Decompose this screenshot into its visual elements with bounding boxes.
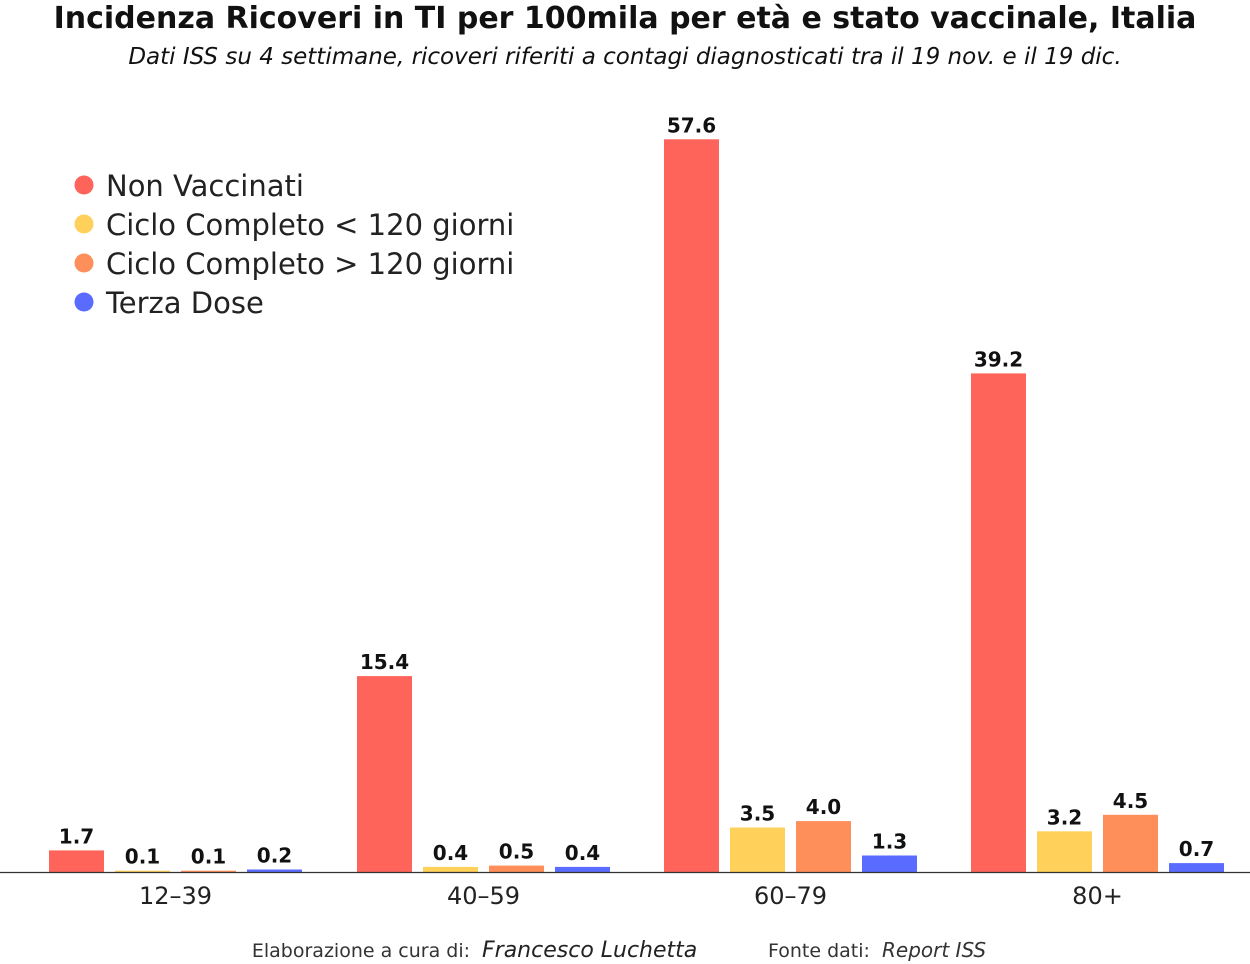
bar-3-4 [1103, 814, 1158, 872]
data-label-3-2: 0.5 [499, 840, 534, 864]
x-tick-label-4: 80+ [1072, 882, 1123, 910]
data-label-2-1: 0.1 [125, 845, 160, 869]
x-tick-label-3: 60–79 [754, 882, 827, 910]
legend-marker-1 [74, 175, 94, 195]
data-label-1-1: 1.7 [59, 824, 94, 848]
x-axis-ticks: 12–39 40–59 60–79 80+ [139, 882, 1123, 910]
legend-label-1: Non Vaccinati [106, 169, 304, 203]
bar-2-1 [115, 870, 170, 872]
data-label-4-2: 0.4 [565, 841, 600, 865]
footer: Elaborazione a cura di: Francesco Luchet… [252, 938, 987, 963]
bar-1-3 [664, 139, 719, 873]
bar-4-1 [247, 869, 302, 872]
chart-subtitle: Dati ISS su 4 settimane, ricoveri riferi… [128, 44, 1121, 70]
x-tick-label-1: 12–39 [139, 882, 212, 910]
bar-4-4 [1169, 863, 1224, 872]
footer-source-name: Report ISS [882, 938, 986, 962]
footer-source-label: Fonte dati: [768, 940, 870, 962]
data-label-4-1: 0.2 [257, 844, 292, 868]
legend-label-4: Terza Dose [105, 286, 264, 320]
bar-2-3 [730, 827, 785, 872]
bars-group [49, 139, 1224, 873]
data-label-1-3: 57.6 [667, 113, 716, 137]
data-label-2-4: 3.2 [1047, 805, 1082, 829]
footer-credit-name: Francesco Luchetta [482, 938, 697, 963]
bar-1-1 [49, 850, 104, 872]
bar-4-3 [862, 855, 917, 872]
legend-marker-2 [74, 214, 94, 234]
data-labels-group: 1.7 15.4 57.6 39.2 0.1 0.4 3.5 3.2 0.1 0.5 4.0 4.5 0… [59, 113, 1214, 868]
chart-title: Incidenza Ricoveri in TI per 100mila per… [54, 1, 1197, 36]
bar-3-1 [181, 870, 236, 872]
data-label-2-3: 3.5 [740, 802, 775, 826]
data-label-3-3: 4.0 [806, 795, 841, 819]
x-tick-label-2: 40–59 [447, 882, 520, 910]
data-label-1-4: 39.2 [974, 347, 1023, 371]
footer-credit-label: Elaborazione a cura di: [252, 940, 470, 962]
data-label-2-2: 0.4 [433, 841, 468, 865]
bar-3-3 [796, 821, 851, 872]
legend-marker-3 [74, 253, 94, 273]
bar-1-2 [357, 676, 412, 872]
legend-label-2: Ciclo Completo < 120 giorni [106, 208, 514, 242]
bar-4-2 [555, 866, 610, 872]
data-label-4-4: 0.7 [1179, 837, 1214, 861]
bar-3-2 [489, 865, 544, 872]
data-label-1-2: 15.4 [360, 650, 409, 674]
bar-2-4 [1037, 831, 1092, 872]
legend-label-3: Ciclo Completo > 120 giorni [106, 247, 514, 281]
bar-2-2 [423, 866, 478, 872]
legend-marker-4 [74, 292, 94, 312]
data-label-3-1: 0.1 [191, 845, 226, 869]
data-label-4-3: 1.3 [872, 830, 907, 854]
bar-1-4 [971, 373, 1026, 872]
legend: Non Vaccinati Ciclo Completo < 120 giorni… [74, 169, 514, 320]
data-label-3-4: 4.5 [1113, 789, 1148, 813]
